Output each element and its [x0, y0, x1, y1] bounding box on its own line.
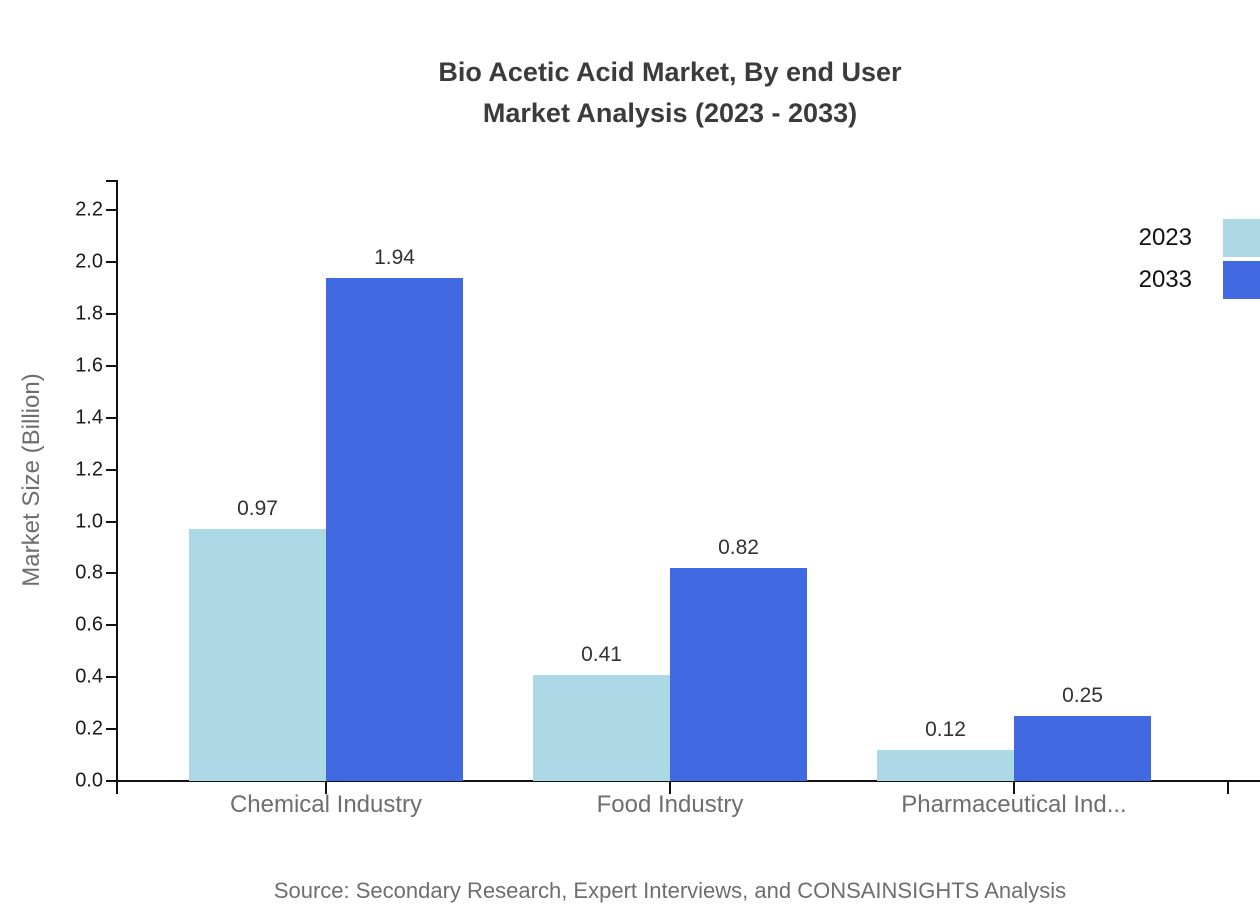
y-tick — [106, 261, 117, 263]
y-tick-label: 0.2 — [75, 717, 103, 740]
legend-label: 2023 — [1138, 224, 1192, 251]
y-tick-label: 1.0 — [75, 510, 103, 533]
bar-2023-pharmaceutical-ind[interactable] — [877, 750, 1014, 781]
y-tick — [106, 365, 117, 367]
bar-2033-chemical-industry[interactable] — [326, 278, 463, 781]
legend-label: 2033 — [1138, 266, 1192, 293]
y-tick-label: 2.0 — [75, 250, 103, 273]
x-tick — [325, 781, 327, 794]
x-category-label-pharmaceutical-ind: Pharmaceutical Ind... — [901, 791, 1127, 818]
y-tick — [106, 624, 117, 626]
y-tick-label: 1.4 — [75, 406, 103, 429]
y-tick — [106, 209, 117, 211]
bar-2023-food-industry[interactable] — [533, 675, 670, 781]
bar-2033-pharmaceutical-ind[interactable] — [1014, 716, 1151, 781]
x-category-label-food-industry: Food Industry — [596, 791, 744, 818]
bar-value-2033-chemical-industry: 1.94 — [374, 246, 415, 269]
chart-title: Bio Acetic Acid Market, By end User Mark… — [117, 52, 1223, 134]
bar-2023-chemical-industry[interactable] — [189, 529, 326, 781]
chart-title-line2: Market Analysis (2023 - 2033) — [482, 98, 858, 128]
legend-swatch — [1223, 219, 1260, 257]
y-tick-label: 1.2 — [75, 458, 103, 481]
y-tick-label: 2.2 — [75, 198, 103, 221]
y-tick — [106, 521, 117, 523]
bar-2033-food-industry[interactable] — [670, 568, 807, 781]
source-note: Source: Secondary Research, Expert Inter… — [273, 878, 1067, 903]
y-tick-label: 0.8 — [75, 561, 103, 584]
y-tick — [106, 572, 117, 574]
y-tick — [106, 313, 117, 315]
y-tick — [106, 780, 117, 782]
legend-item-2033[interactable]: 2033 — [1139, 261, 1260, 299]
y-tick — [106, 417, 117, 419]
x-tick — [1013, 781, 1015, 794]
y-axis-line — [116, 180, 118, 782]
bar-value-2023-chemical-industry: 0.97 — [237, 497, 278, 520]
y-tick — [106, 469, 117, 471]
legend: 2023 2033 — [1139, 219, 1260, 299]
y-tick — [106, 676, 117, 678]
x-tick — [669, 781, 671, 794]
x-tick — [116, 781, 118, 794]
x-category-label-chemical-industry: Chemical Industry — [229, 791, 423, 818]
bar-value-2023-pharmaceutical-ind: 0.12 — [925, 718, 966, 741]
chart-title-line1: Bio Acetic Acid Market, By end User — [438, 57, 902, 87]
y-tick-label: 0.0 — [75, 769, 103, 792]
y-axis-end-tick — [106, 180, 117, 182]
y-tick — [106, 728, 117, 730]
x-tick — [1227, 781, 1229, 794]
bar-value-2033-food-industry: 0.82 — [718, 536, 759, 559]
y-tick-label: 1.8 — [75, 302, 103, 325]
x-axis-line — [117, 780, 1260, 782]
bar-value-2023-food-industry: 0.41 — [581, 643, 622, 666]
y-tick-label: 1.6 — [75, 354, 103, 377]
y-tick-label: 0.4 — [75, 665, 103, 688]
y-tick-label: 0.6 — [75, 613, 103, 636]
legend-swatch — [1223, 261, 1260, 299]
bar-value-2033-pharmaceutical-ind: 0.25 — [1062, 684, 1103, 707]
legend-item-2023[interactable]: 2023 — [1139, 219, 1260, 257]
